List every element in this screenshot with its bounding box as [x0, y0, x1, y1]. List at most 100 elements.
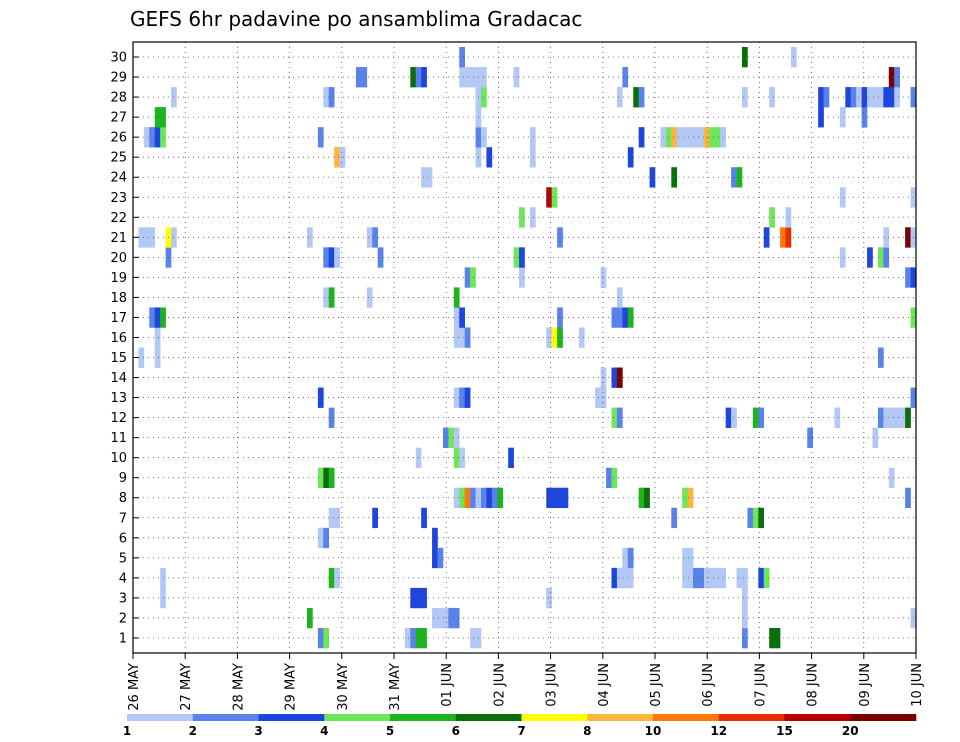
x-axis-ticks: 26 MAY 27 MAY 28 MAY 29 MAY 30 MAY 31 MAY 01 J… — [127, 653, 925, 711]
cell-member-28-6 — [633, 87, 639, 108]
cell-member-21-7 — [372, 227, 378, 248]
cell-member-26-18 — [709, 127, 716, 148]
cell-member-8-14 — [644, 487, 650, 509]
x-tick-label: 05 JUN — [649, 663, 664, 707]
cell-member-30-0 — [459, 47, 465, 68]
cell-member-16-2 — [459, 327, 465, 348]
cell-member-20-4 — [377, 247, 384, 268]
cell-member-25-5 — [627, 147, 634, 168]
cell-member-6-2 — [432, 527, 438, 549]
cell-member-19-0 — [464, 267, 471, 288]
cell-member-9-4 — [611, 467, 618, 489]
cell-member-7-6 — [752, 507, 759, 529]
cell-member-27-4 — [839, 107, 846, 128]
x-tick-label: 01 JUN — [440, 663, 455, 707]
y-tick-label: 21 — [110, 231, 127, 246]
cell-member-20-1 — [323, 247, 330, 268]
cell-member-26-11 — [671, 127, 678, 148]
cell-member-22-0 — [519, 207, 525, 228]
cell-member-13-1 — [453, 387, 460, 408]
cell-member-17-7 — [616, 307, 623, 328]
legend-swatch — [653, 714, 720, 721]
y-tick-label: 9 — [119, 471, 127, 486]
y-tick-label: 22 — [110, 211, 127, 226]
cell-member-4-16 — [742, 567, 748, 589]
cell-member-26-0 — [143, 127, 150, 148]
cell-member-6-1 — [323, 527, 330, 549]
chart-title: GEFS 6hr padavine po ansamblima Gradacac — [130, 7, 582, 31]
cell-member-4-11 — [703, 567, 710, 589]
cell-member-8-10 — [551, 487, 558, 509]
cell-member-20-5 — [513, 247, 520, 268]
cell-member-25-3 — [486, 147, 493, 168]
cell-member-9-2 — [328, 467, 335, 489]
cell-member-21-6 — [366, 227, 373, 248]
cell-member-11-1 — [448, 427, 455, 448]
cell-member-29-12 — [888, 67, 895, 88]
cell-member-21-10 — [780, 227, 786, 248]
y-tick-label: 6 — [119, 531, 127, 546]
y-tick-label: 26 — [110, 131, 127, 146]
cell-member-17-1 — [154, 307, 161, 328]
legend-swatch — [390, 714, 457, 721]
cell-member-25-1 — [339, 147, 346, 168]
cell-member-13-3 — [464, 387, 471, 408]
cell-member-1-8 — [742, 627, 748, 649]
x-tick-label: 03 JUN — [545, 663, 560, 707]
cell-member-10-2 — [459, 447, 465, 468]
cell-member-12-7 — [834, 407, 841, 428]
legend-label: 7 — [517, 724, 525, 738]
cell-member-20-8 — [867, 247, 873, 268]
cell-member-17-4 — [459, 307, 465, 328]
cell-member-1-2 — [404, 627, 411, 649]
cell-member-8-12 — [562, 487, 569, 509]
cell-member-28-7 — [638, 87, 645, 108]
cell-member-18-0 — [323, 287, 330, 308]
cell-member-17-8 — [622, 307, 629, 328]
y-tick-label: 4 — [119, 571, 127, 586]
y-tick-label: 16 — [110, 331, 127, 346]
cell-member-28-16 — [867, 87, 873, 108]
cell-member-1-0 — [317, 627, 324, 649]
legend-swatch — [587, 714, 654, 721]
cell-member-29-13 — [894, 67, 900, 88]
cell-member-24-0 — [421, 167, 427, 188]
cell-member-29-1 — [361, 67, 368, 88]
cell-member-22-2 — [769, 207, 775, 228]
cell-member-16-4 — [546, 327, 552, 348]
cell-member-4-2 — [334, 567, 340, 589]
cell-member-5-1 — [437, 547, 444, 569]
cell-member-12-12 — [899, 407, 906, 428]
cell-member-7-1 — [334, 507, 340, 529]
y-tick-label: 12 — [110, 411, 127, 426]
cell-member-13-0 — [317, 387, 324, 408]
cell-member-17-3 — [453, 307, 460, 328]
cell-member-26-13 — [682, 127, 688, 148]
x-tick-label: 06 JUN — [701, 663, 716, 707]
cell-member-28-14 — [856, 87, 862, 108]
cell-member-28-9 — [769, 87, 775, 108]
cell-member-20-3 — [334, 247, 340, 268]
y-tick-label: 2 — [119, 611, 127, 626]
legend-swatch — [258, 714, 325, 721]
cell-member-21-0 — [138, 227, 145, 248]
cell-member-8-9 — [546, 487, 552, 509]
y-tick-label: 29 — [110, 71, 127, 86]
cell-member-24-5 — [736, 167, 743, 188]
cell-member-7-5 — [747, 507, 754, 529]
cell-member-5-0 — [432, 547, 438, 569]
cell-member-26-1 — [149, 127, 156, 148]
cell-member-15-1 — [154, 347, 161, 368]
cell-member-17-5 — [557, 307, 563, 328]
cell-member-25-4 — [529, 147, 536, 168]
cell-member-16-5 — [551, 327, 558, 348]
cell-member-10-3 — [508, 447, 514, 468]
cell-member-23-2 — [839, 187, 846, 208]
cell-member-8-8 — [497, 487, 504, 509]
y-tick-label: 30 — [110, 51, 127, 66]
cell-member-17-6 — [611, 307, 618, 328]
cell-member-8-1 — [459, 487, 465, 509]
legend-label: 15 — [776, 724, 793, 738]
cell-member-18-2 — [366, 287, 373, 308]
